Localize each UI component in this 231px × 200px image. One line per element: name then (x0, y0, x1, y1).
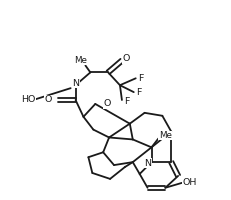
Text: O: O (122, 54, 129, 63)
Text: Me: Me (158, 131, 171, 140)
Text: F: F (137, 74, 143, 83)
Text: N: N (143, 159, 150, 168)
Text: F: F (135, 88, 141, 97)
Text: Me: Me (74, 56, 87, 65)
Text: N: N (72, 79, 79, 88)
Text: O: O (103, 99, 110, 108)
Text: OH: OH (182, 178, 196, 187)
Text: HO: HO (21, 96, 36, 104)
Text: F: F (124, 97, 129, 106)
Text: O: O (44, 96, 52, 104)
